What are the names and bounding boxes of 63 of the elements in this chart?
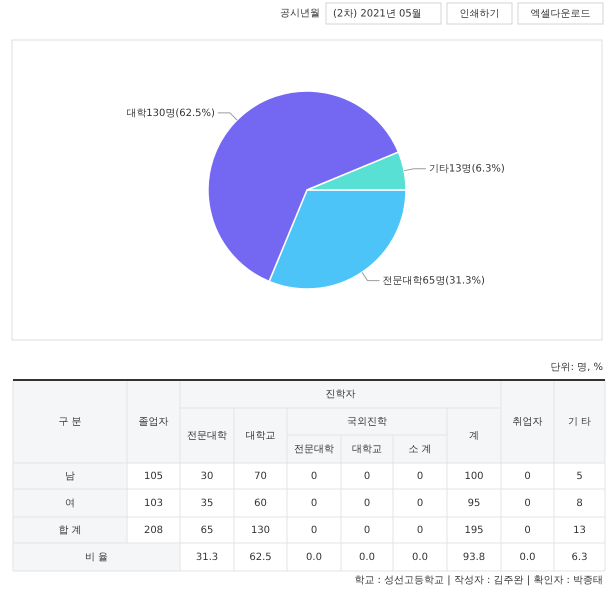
text: 130 bbox=[250, 525, 270, 536]
text: 대학교 bbox=[246, 430, 276, 442]
text: 전문대학 bbox=[187, 430, 227, 442]
text: 0.0 bbox=[359, 552, 375, 563]
text: 엑셀다운로드 bbox=[530, 8, 590, 20]
text: 65 bbox=[200, 525, 214, 536]
text: 취업자 bbox=[512, 416, 542, 428]
text: 0 bbox=[364, 498, 370, 509]
text: 구 분 bbox=[58, 416, 82, 428]
text: 195 bbox=[464, 525, 484, 536]
text: 기 타 bbox=[568, 416, 592, 428]
text: 학교 : 성선고등학교 | 작성자 : 김주완 | 확인자 : 박종태 bbox=[354, 575, 603, 586]
text: 공시년월 bbox=[280, 8, 320, 19]
text: 0.0 bbox=[412, 552, 428, 563]
text: 105 bbox=[144, 471, 164, 482]
text: 31.3 bbox=[196, 552, 218, 563]
text: 인쇄하기 bbox=[460, 8, 500, 20]
text: 0.0 bbox=[306, 552, 322, 563]
text: 졸업자 bbox=[138, 416, 168, 428]
text: 0 bbox=[364, 471, 370, 482]
text: 95 bbox=[468, 498, 480, 509]
text: 0 bbox=[416, 498, 424, 509]
text: 비 율 bbox=[84, 552, 108, 563]
text: 62.5 bbox=[249, 552, 272, 563]
text: 0 bbox=[310, 525, 318, 536]
text: 소 계 bbox=[408, 444, 432, 455]
text: 0 bbox=[416, 471, 424, 482]
slice-label: 전문대학 bbox=[382, 276, 423, 287]
text: 103 bbox=[144, 498, 164, 509]
text: 0 bbox=[524, 525, 531, 536]
text: 93.8 bbox=[462, 552, 486, 563]
text: 남 bbox=[65, 471, 75, 482]
text: 전문대학 bbox=[294, 444, 334, 455]
text: 60 bbox=[254, 498, 267, 509]
text: 0 bbox=[524, 498, 531, 509]
text: 100 bbox=[464, 471, 484, 482]
text: 0 bbox=[524, 471, 531, 482]
slice-label: 대학 bbox=[126, 108, 146, 119]
text: 35 bbox=[200, 498, 214, 509]
text: 여 bbox=[65, 498, 75, 509]
text: 0 bbox=[364, 525, 370, 536]
text: 5 bbox=[576, 471, 583, 482]
text: 30 bbox=[200, 471, 214, 482]
text: 0 bbox=[310, 471, 318, 482]
text: 대학교 bbox=[352, 444, 382, 455]
data-label: 65명(31.3%) bbox=[422, 276, 485, 287]
text: 0 bbox=[310, 498, 318, 509]
text: 단위: 명, % bbox=[550, 362, 603, 373]
text: 계 bbox=[469, 430, 479, 442]
text: 진학자 bbox=[326, 389, 356, 400]
slice-label: 기타 bbox=[428, 164, 449, 175]
text: (2차) 2021년 05월 bbox=[333, 8, 422, 20]
text: 0.0 bbox=[520, 552, 536, 563]
text: 8 bbox=[576, 498, 583, 509]
text: 6.3 bbox=[572, 552, 588, 563]
text: 70 bbox=[254, 471, 267, 482]
text: 합 계 bbox=[58, 525, 82, 536]
text: 208 bbox=[144, 525, 164, 536]
text: 13 bbox=[573, 525, 586, 536]
data-label: 130명(62.5%) bbox=[146, 108, 216, 119]
text: 0 bbox=[416, 525, 424, 536]
data-label: 13명(6.3%) bbox=[448, 164, 505, 175]
text: 국외진학 bbox=[347, 416, 387, 428]
